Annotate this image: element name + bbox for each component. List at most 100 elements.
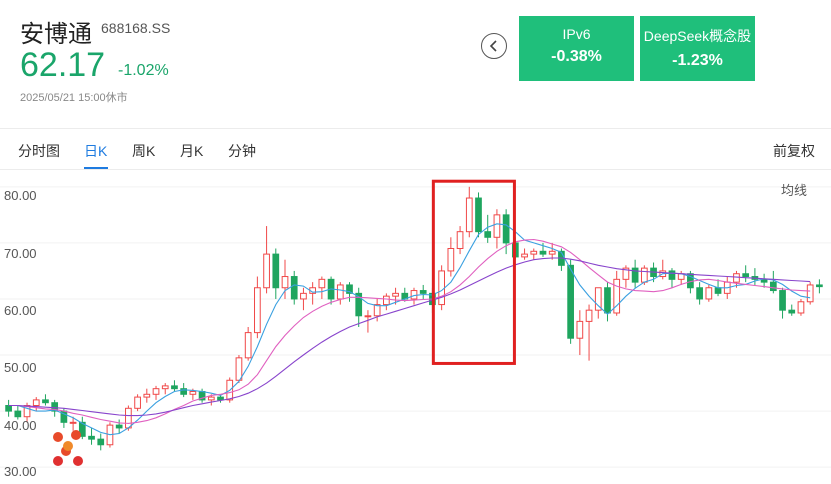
- candle-up: [244, 332, 252, 359]
- stock-code: 688168.SS: [101, 20, 171, 36]
- current-price: 62.17: [20, 46, 106, 84]
- candle-up: [410, 290, 418, 300]
- moving-average-line: [8, 223, 811, 436]
- app-logo-icon: [71, 430, 81, 440]
- candle-up: [281, 276, 289, 289]
- candle-down: [539, 250, 547, 255]
- candle-up: [456, 231, 464, 249]
- candle-up: [613, 278, 621, 314]
- candle-down: [272, 253, 280, 289]
- candle-up: [465, 197, 473, 233]
- candle-up: [521, 253, 528, 258]
- candle-down: [419, 290, 427, 294]
- chevron-left-icon: [489, 40, 497, 52]
- moving-average-line: [8, 238, 811, 424]
- tab-intraday[interactable]: 分时图: [18, 143, 60, 159]
- app-logo-icon: [53, 456, 63, 466]
- candle-up: [32, 399, 40, 406]
- sector-change: -1.23%: [672, 52, 723, 69]
- candle-down: [42, 399, 49, 404]
- candle-up: [318, 278, 326, 289]
- candle-down: [97, 438, 105, 446]
- quote-timestamp: 2025/05/21 15:00休市: [20, 92, 128, 104]
- candle-up: [733, 273, 740, 283]
- candle-down: [5, 405, 12, 412]
- candle-up: [364, 315, 372, 318]
- candle-up: [373, 304, 381, 317]
- candle-up: [392, 292, 399, 297]
- candle-down: [475, 197, 482, 233]
- candle-down: [742, 273, 750, 278]
- price-adjust-toggle[interactable]: 前复权: [773, 143, 815, 159]
- y-tick-label: 80.00: [4, 188, 37, 203]
- candle-down: [115, 424, 123, 429]
- sector-name: IPv6: [562, 26, 591, 42]
- candle-up: [438, 270, 445, 306]
- candle-up: [69, 421, 77, 424]
- candle-up: [493, 214, 501, 238]
- candle-down: [816, 284, 823, 288]
- candle-up: [300, 292, 307, 300]
- candle-down: [696, 287, 703, 300]
- candle-down: [180, 388, 188, 395]
- candle-up: [161, 385, 169, 390]
- candle-up: [806, 284, 814, 303]
- tab-monthly-k[interactable]: 月K: [180, 143, 204, 159]
- chart-period-tabs: 分时图 日K 周K 月K 分钟 前复权: [0, 128, 831, 170]
- candle-down: [290, 276, 298, 300]
- candle-down: [217, 396, 224, 401]
- candle-up: [705, 287, 713, 300]
- app-logo-icon: [63, 441, 73, 451]
- y-tick-label: 50.00: [4, 360, 37, 375]
- y-tick-label: 60.00: [4, 303, 37, 318]
- candle-up: [383, 295, 390, 306]
- candle-up: [336, 284, 344, 300]
- candle-down: [484, 231, 492, 238]
- app-logo-icon: [73, 456, 83, 466]
- sector-change: -0.38%: [551, 48, 602, 65]
- y-tick-label: 30.00: [4, 464, 37, 479]
- candle-up: [263, 253, 270, 289]
- candle-up: [447, 248, 455, 272]
- candle-up: [530, 250, 538, 255]
- candle-up: [23, 405, 31, 418]
- candle-up: [143, 393, 151, 398]
- kline-svg: [0, 179, 831, 468]
- candle-down: [769, 281, 777, 292]
- candle-up: [585, 309, 593, 322]
- candle-down: [502, 214, 510, 244]
- candle-up: [207, 396, 215, 401]
- candle-up: [254, 287, 261, 334]
- candle-down: [51, 402, 59, 412]
- candle-up: [576, 320, 584, 339]
- moving-average-toggle[interactable]: 均线: [780, 183, 807, 198]
- back-button[interactable]: [481, 33, 507, 59]
- tab-weekly-k[interactable]: 周K: [132, 143, 156, 159]
- candle-down: [631, 267, 639, 283]
- candle-up: [134, 396, 141, 409]
- sector-card-deepseek[interactable]: DeepSeek概念股 -1.23%: [640, 16, 755, 81]
- candle-up: [152, 388, 160, 395]
- tab-daily-k[interactable]: 日K: [84, 143, 108, 159]
- sector-name: DeepSeek概念股: [643, 28, 752, 44]
- candle-down: [714, 287, 722, 294]
- app-logo-icon: [53, 432, 63, 442]
- candle-down: [668, 270, 676, 280]
- candle-down: [604, 287, 611, 314]
- candle-up: [797, 301, 805, 314]
- candle-up: [594, 287, 602, 311]
- candle-down: [788, 309, 796, 314]
- candle-up: [189, 390, 197, 395]
- candle-up: [622, 267, 630, 280]
- y-tick-label: 40.00: [4, 418, 37, 433]
- candle-up: [640, 267, 648, 283]
- sector-card-ipv6[interactable]: IPv6 -0.38%: [519, 16, 634, 81]
- candle-up: [125, 407, 132, 429]
- candle-up: [548, 250, 556, 255]
- y-tick-label: 70.00: [4, 246, 37, 261]
- candlestick-chart[interactable]: 80.00 70.00 60.00 50.00 40.00 30.00 均线: [0, 170, 831, 484]
- candle-down: [78, 421, 86, 437]
- tab-minute[interactable]: 分钟: [228, 143, 256, 159]
- candle-down: [567, 264, 574, 339]
- active-tab-indicator: [84, 167, 108, 169]
